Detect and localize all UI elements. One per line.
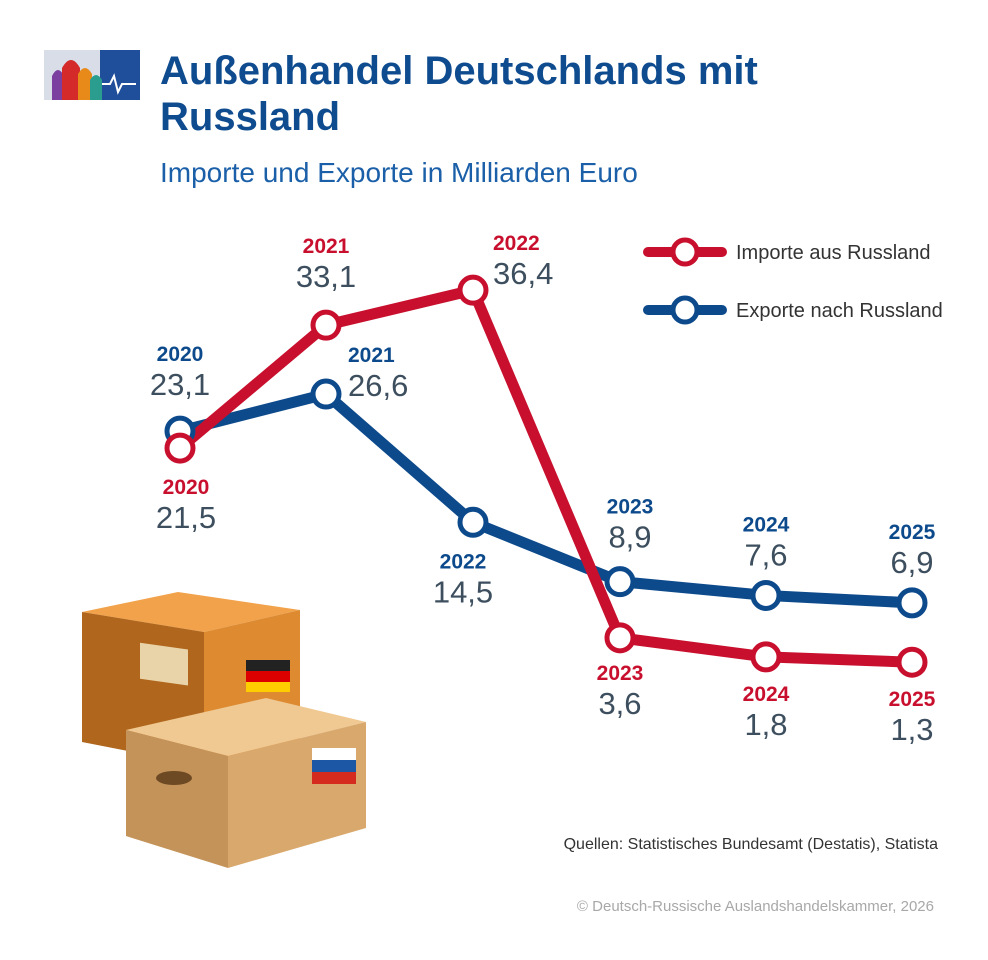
imports-value-label-2022: 36,4 xyxy=(493,256,553,291)
exports-point-2025 xyxy=(896,587,928,619)
shipping-boxes-illustration xyxy=(82,592,366,868)
exports-year-label-2023: 2023 xyxy=(607,496,654,519)
imports-legend-label: Importe aus Russland xyxy=(736,242,931,264)
imports-point-2022 xyxy=(457,274,489,306)
exports-legend-marker xyxy=(670,295,700,325)
imports-point-2024 xyxy=(750,641,782,673)
imports-point-2023 xyxy=(604,622,636,654)
imports-year-label-2023: 2023 xyxy=(597,662,644,685)
exports-value-label-2021: 26,6 xyxy=(348,368,408,403)
imports-value-label-2024: 1,8 xyxy=(744,707,787,742)
exports-point-2024 xyxy=(750,579,782,611)
exports-value-label-2022: 14,5 xyxy=(433,574,493,609)
exports-year-label-2022: 2022 xyxy=(440,550,487,573)
imports-point-2021 xyxy=(310,309,342,341)
imports-year-label-2021: 2021 xyxy=(303,235,350,258)
imports-value-label-2020: 21,5 xyxy=(156,500,216,535)
page-title: Außenhandel Deutschlands mit Russland xyxy=(160,49,758,139)
imports-year-label-2024: 2024 xyxy=(743,683,790,706)
imports-line xyxy=(174,284,918,668)
imports-value-label-2025: 1,3 xyxy=(890,712,933,747)
imports-value-label-2023: 3,6 xyxy=(598,686,641,721)
exports-value-label-2024: 7,6 xyxy=(744,537,787,572)
exports-year-label-2024: 2024 xyxy=(743,513,790,536)
imports-point-2020 xyxy=(164,432,196,464)
imports-point-2025 xyxy=(896,646,928,678)
exports-year-label-2020: 2020 xyxy=(157,343,204,366)
imports-year-label-2025: 2025 xyxy=(889,688,936,711)
exports-line xyxy=(174,388,918,609)
exports-value-label-2020: 23,1 xyxy=(150,367,210,402)
source-note: Quellen: Statistisches Bundesamt (Destat… xyxy=(563,836,938,853)
exports-point-2022 xyxy=(457,506,489,538)
copyright-note: © Deutsch-Russische Auslandshandelskamme… xyxy=(576,898,934,915)
exports-value-label-2023: 8,9 xyxy=(608,520,651,555)
russia-kremlin-logo xyxy=(44,50,140,100)
chart-legend: Importe aus Russland Exporte nach Russlan… xyxy=(643,237,943,325)
page-subtitle: Importe und Exporte in Milliarden Euro xyxy=(160,157,638,188)
exports-point-2021 xyxy=(310,378,342,410)
imports-year-label-2020: 2020 xyxy=(163,476,210,499)
exports-point-2023 xyxy=(604,566,636,598)
exports-legend-label: Exporte nach Russland xyxy=(736,300,943,322)
exports-year-label-2021: 2021 xyxy=(348,344,395,367)
imports-legend-marker xyxy=(670,237,700,267)
exports-year-label-2025: 2025 xyxy=(889,521,936,544)
imports-year-label-2022: 2022 xyxy=(493,232,540,255)
imports-value-label-2021: 33,1 xyxy=(296,259,356,294)
exports-value-label-2025: 6,9 xyxy=(890,545,933,580)
series-layer xyxy=(164,274,928,678)
